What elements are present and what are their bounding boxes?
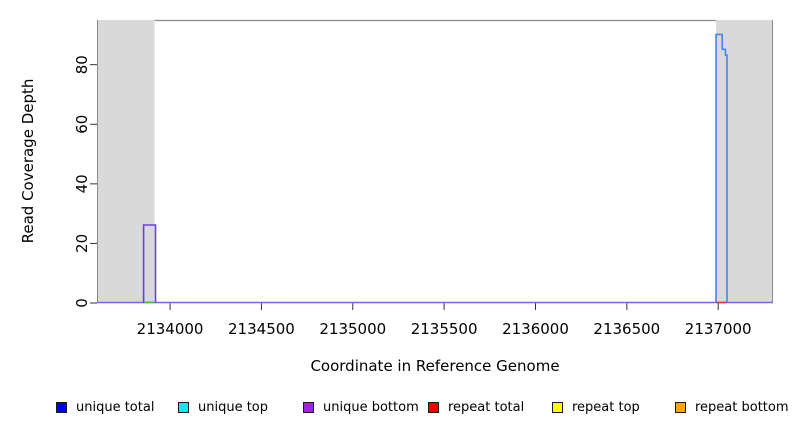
plot-legend: unique total unique top unique bottom repea… xyxy=(0,399,792,421)
legend-swatch-icon xyxy=(675,401,686,413)
x-tick-label: 2135500 xyxy=(411,320,478,338)
x-tick-label: 2136500 xyxy=(593,320,660,338)
y-axis-label: Read Coverage Depth xyxy=(19,79,37,244)
legend-item-unique-total: unique total xyxy=(56,399,154,415)
series-unique-bottom-peak xyxy=(142,224,157,303)
x-tick-label: 2136000 xyxy=(502,320,569,338)
y-tick-label: 80 xyxy=(73,55,91,74)
legend-swatch-icon xyxy=(56,401,67,413)
x-tick-label: 2134000 xyxy=(137,320,204,338)
axis-tick-labels: 2134000 2134500 2135000 2135500 2136000 21365… xyxy=(73,55,752,338)
legend-item-unique-bottom: unique bottom xyxy=(303,399,419,415)
legend-label: repeat top xyxy=(572,399,640,415)
legend-label: unique bottom xyxy=(323,399,419,415)
legend-item-repeat-bottom: repeat bottom xyxy=(675,399,789,415)
legend-label: unique total xyxy=(76,399,155,415)
legend-swatch-icon xyxy=(428,401,439,413)
legend-swatch-icon xyxy=(552,401,563,413)
y-tick-label: 60 xyxy=(73,115,91,134)
x-tick-label: 2134500 xyxy=(228,320,295,338)
legend-swatch-icon xyxy=(303,401,314,413)
x-tick-label: 2137000 xyxy=(685,320,752,338)
legend-label: repeat bottom xyxy=(695,399,789,415)
y-tick-label: 0 xyxy=(73,298,91,308)
legend-label: repeat total xyxy=(448,399,525,415)
legend-swatch-icon xyxy=(178,401,189,413)
x-tick-label: 2135000 xyxy=(319,320,386,338)
legend-item-repeat-top: repeat top xyxy=(552,399,640,415)
axis-ticks xyxy=(90,64,719,310)
legend-item-unique-top: unique top xyxy=(178,399,268,415)
shaded-region-masked-left xyxy=(97,20,155,303)
legend-item-repeat-total: repeat total xyxy=(428,399,524,415)
plot-border xyxy=(97,19,773,303)
y-tick-label: 40 xyxy=(73,174,91,193)
y-tick-label: 20 xyxy=(73,234,91,253)
x-axis-label: Coordinate in Reference Genome xyxy=(310,357,559,375)
legend-label: unique top xyxy=(198,399,269,415)
shaded-regions xyxy=(97,20,773,303)
coverage-series xyxy=(142,33,728,303)
shaded-region-masked-right xyxy=(715,20,773,303)
series-unique-total-peak xyxy=(715,33,728,303)
